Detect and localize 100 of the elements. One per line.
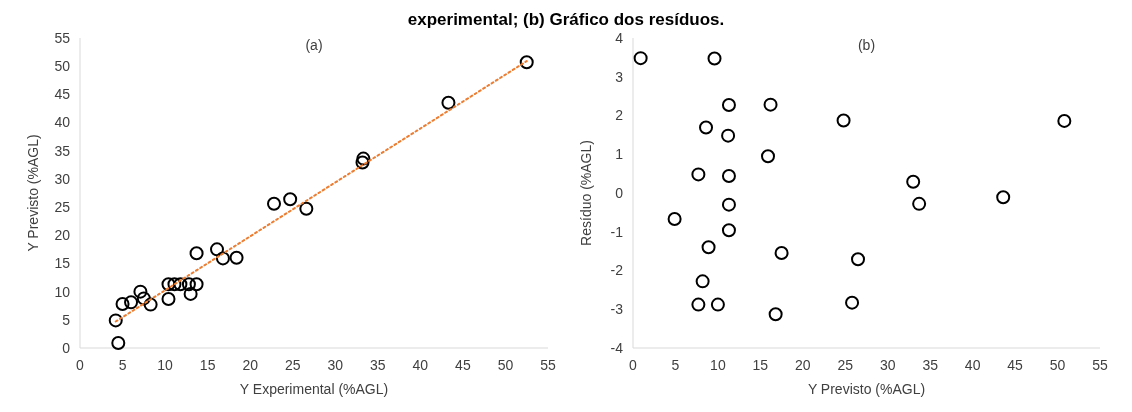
y-tick-label: -2: [610, 262, 624, 279]
x-tick-label: 40: [412, 357, 429, 373]
y-tick-label: 2: [615, 107, 624, 124]
x-tick-label: 40: [964, 357, 981, 373]
point: [721, 98, 736, 113]
y-tick-label: 4: [615, 29, 624, 46]
point: [761, 149, 776, 164]
y-tick-label: 3: [615, 68, 624, 85]
point: [181, 277, 196, 292]
x-tick-label: 20: [242, 357, 259, 373]
y-axis-title: Resíduo (%AGL): [578, 140, 594, 246]
point: [189, 246, 204, 261]
y-tick-label: 5: [62, 311, 71, 328]
point: [721, 168, 736, 183]
x-tick-label: 15: [752, 357, 769, 373]
point: [768, 307, 783, 322]
annotation: (a): [305, 37, 323, 53]
x-tick-label: 30: [879, 357, 896, 373]
point: [633, 51, 648, 66]
x-tick-label: 0: [76, 357, 85, 373]
y-tick-label: 0: [62, 339, 71, 356]
y-tick-label: 30: [54, 170, 71, 187]
point: [906, 174, 921, 189]
point: [1057, 113, 1072, 128]
point: [183, 286, 198, 301]
x-tick-label: 55: [1092, 357, 1108, 373]
point: [441, 95, 456, 110]
x-axis-title: Y Experimental (%AGL): [239, 381, 389, 397]
x-tick-label: 45: [1007, 357, 1024, 373]
point: [845, 295, 860, 310]
point: [210, 242, 224, 257]
point: [774, 246, 789, 261]
point: [133, 284, 148, 299]
annotation: (b): [857, 37, 876, 53]
point: [721, 223, 736, 238]
y-axis-title: Y Previsto (%AGL): [25, 134, 41, 252]
point: [267, 196, 282, 211]
point: [763, 97, 778, 112]
point: [229, 250, 244, 265]
point: [707, 51, 722, 66]
point: [691, 297, 706, 312]
point: [115, 297, 130, 312]
y-tick-label: 15: [54, 255, 71, 272]
y-tick-label: 55: [54, 29, 71, 46]
point: [143, 297, 158, 312]
point: [667, 211, 682, 226]
x-tick-label: 10: [710, 357, 726, 373]
y-tick-label: 0: [615, 184, 624, 201]
point: [836, 113, 851, 128]
point: [356, 151, 371, 166]
point: [701, 240, 716, 255]
y-tick-label: 45: [54, 86, 71, 103]
point: [299, 201, 314, 216]
point: [721, 197, 736, 212]
x-tick-label: 45: [455, 357, 471, 373]
y-tick-label: 20: [54, 227, 71, 244]
x-tick-label: 30: [327, 357, 344, 373]
y-tick-label: 1: [615, 146, 624, 163]
point: [124, 295, 139, 310]
x-tick-label: 55: [540, 357, 556, 373]
point: [111, 335, 126, 350]
x-tick-label: 0: [629, 357, 638, 373]
point: [161, 277, 176, 292]
point: [721, 128, 736, 143]
y-tick-label: 35: [54, 142, 71, 159]
x-tick-label: 25: [284, 357, 301, 373]
x-tick-label: 15: [199, 357, 216, 373]
x-tick-label: 25: [837, 357, 854, 373]
x-axis-title: Y Previsto (%AGL): [807, 381, 926, 397]
point: [851, 252, 866, 267]
point: [695, 274, 710, 289]
chart-title: experimental; (b) Gráfico dos resíduos.: [407, 10, 725, 29]
x-tick-label: 50: [497, 357, 514, 373]
point: [996, 190, 1011, 205]
point: [355, 155, 370, 170]
point: [167, 277, 182, 292]
point: [136, 291, 151, 306]
y-tick-label: 50: [54, 58, 71, 75]
y-tick-label: -4: [610, 339, 624, 356]
point: [912, 196, 927, 211]
point: [108, 313, 123, 328]
y-tick-label: -1: [610, 223, 624, 240]
x-tick-label: 20: [795, 357, 811, 373]
x-tick-label: 35: [370, 357, 386, 373]
point: [189, 277, 204, 292]
point: [215, 251, 230, 266]
point: [173, 277, 188, 292]
point: [691, 167, 706, 182]
point: [710, 297, 725, 312]
x-tick-label: 10: [157, 357, 174, 373]
x-tick-label: 5: [118, 357, 127, 373]
point: [283, 192, 298, 207]
x-tick-label: 5: [671, 357, 680, 373]
y-tick-label: 10: [54, 283, 71, 300]
y-tick-label: 25: [54, 198, 71, 215]
point: [161, 291, 176, 306]
y-tick-label: 40: [54, 114, 71, 131]
x-tick-label: 50: [1049, 357, 1066, 373]
point: [699, 120, 714, 135]
point: [519, 55, 534, 70]
